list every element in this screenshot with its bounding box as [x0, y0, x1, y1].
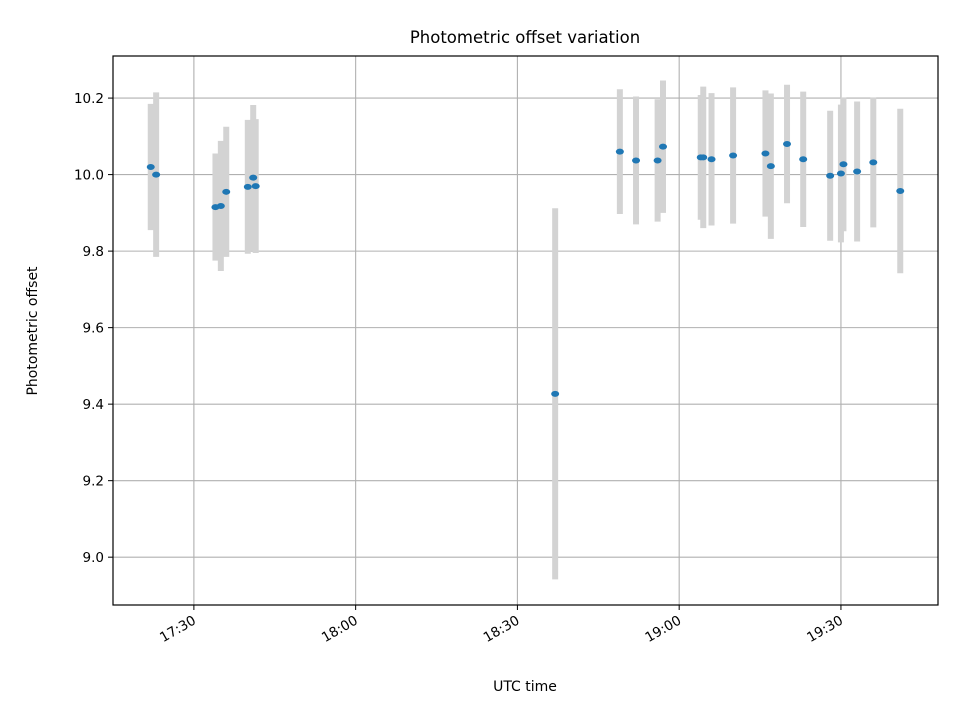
- data-point: [251, 183, 260, 190]
- data-point: [659, 143, 667, 150]
- plot-frame: [112, 55, 939, 606]
- data-point: [783, 140, 792, 147]
- data-point: [243, 183, 252, 190]
- y-tick-label: 9.6: [83, 321, 104, 337]
- data-point: [707, 156, 716, 163]
- y-tick-label: 10.0: [74, 168, 104, 184]
- data-point: [839, 161, 848, 168]
- data-point: [216, 202, 225, 209]
- data-point: [551, 390, 560, 397]
- x-axis-label: UTC time: [493, 679, 557, 695]
- data-point: [799, 156, 808, 163]
- data-point: [222, 188, 231, 195]
- data-point: [653, 157, 662, 164]
- y-tick-label: 9.2: [83, 474, 104, 490]
- data-point: [826, 172, 835, 179]
- data-point: [152, 171, 161, 178]
- y-tick-label: 9.4: [83, 397, 104, 413]
- data-point: [729, 152, 738, 159]
- data-point: [836, 170, 845, 177]
- y-tick-label: 9.0: [83, 550, 104, 566]
- data-point: [615, 148, 624, 155]
- data-point: [632, 157, 641, 164]
- data-point: [761, 150, 770, 157]
- data-point: [869, 159, 878, 166]
- data-point: [699, 154, 708, 161]
- data-point: [766, 163, 775, 170]
- chart-title: Photometric offset variation: [410, 28, 640, 47]
- data-point: [853, 168, 862, 175]
- grid-layer: [113, 56, 938, 605]
- data-point: [146, 163, 155, 170]
- data-point: [896, 188, 905, 195]
- point-layer: [146, 140, 905, 397]
- y-tick-label: 10.2: [74, 91, 104, 107]
- data-point: [249, 174, 258, 181]
- y-axis-label: Photometric offset: [25, 266, 41, 396]
- plot-area: [113, 56, 938, 605]
- y-tick-label: 9.8: [83, 244, 104, 260]
